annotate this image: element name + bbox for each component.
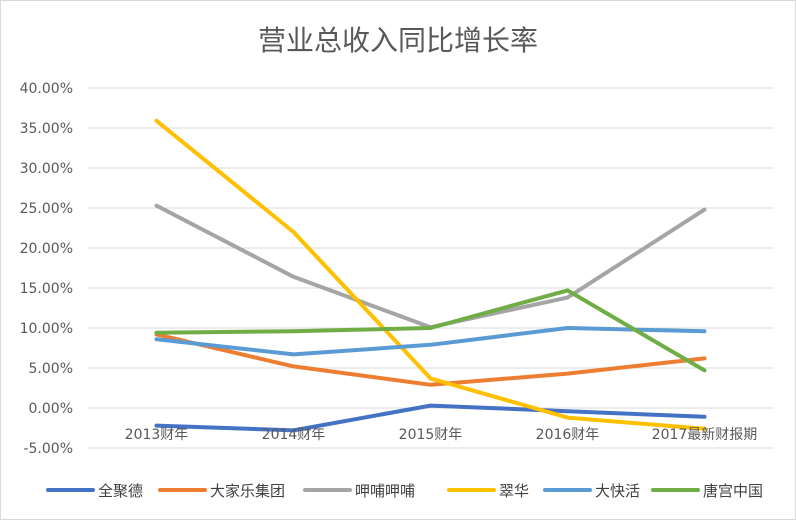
y-tick-label: 30.00% [20, 161, 73, 177]
y-tick-label: 5.00% [29, 361, 73, 377]
legend-label: 大家乐集团 [210, 482, 285, 500]
legend-label: 唐宫中国 [703, 482, 763, 500]
gridlines [88, 87, 773, 449]
series-line-4 [154, 118, 707, 431]
legend: 全聚德 大家乐集团 呷哺呷哺 翠华 大快活 唐宫中国 [46, 482, 763, 500]
series-line-2 [154, 332, 707, 387]
y-tick-label: 20.00% [20, 241, 73, 257]
x-axis-ticks: 2013财年 2014财年 2015财年 2016财年 2017最新财报期 [125, 427, 758, 443]
x-tick-label: 2013财年 [125, 427, 189, 443]
series-line-1 [154, 403, 707, 433]
x-tick-label: 2014财年 [262, 427, 326, 443]
legend-item: 大快活 [543, 482, 640, 500]
x-tick-label: 2016财年 [536, 427, 600, 443]
y-tick-label: 0.00% [29, 401, 73, 417]
legend-label: 翠华 [499, 482, 529, 500]
legend-item: 唐宫中国 [651, 482, 763, 500]
legend-item: 全聚德 [46, 482, 143, 500]
y-tick-label: 35.00% [20, 121, 73, 137]
legend-item: 大家乐集团 [158, 482, 285, 500]
y-tick-label: 25.00% [20, 201, 73, 217]
legend-label: 呷哺呷哺 [355, 482, 415, 500]
y-tick-label: 10.00% [20, 321, 73, 337]
y-tick-label: 15.00% [20, 281, 73, 297]
series-line-5 [154, 326, 707, 357]
series-line-6 [154, 288, 707, 373]
legend-label: 全聚德 [98, 482, 143, 500]
x-tick-label: 2017最新财报期 [652, 427, 758, 443]
y-axis-ticks: 40.00% 35.00% 30.00% 25.00% 20.00% 15.00% 10.0… [20, 81, 73, 457]
legend-item: 呷哺呷哺 [303, 482, 415, 500]
x-tick-label: 2015财年 [399, 427, 463, 443]
legend-item: 翠华 [447, 482, 529, 500]
y-tick-label: -5.00% [23, 441, 73, 457]
chart-title: 营业总收入同比增长率 [258, 24, 538, 57]
legend-label: 大快活 [595, 482, 640, 500]
y-tick-label: 40.00% [20, 81, 73, 97]
series-lines [154, 118, 707, 433]
